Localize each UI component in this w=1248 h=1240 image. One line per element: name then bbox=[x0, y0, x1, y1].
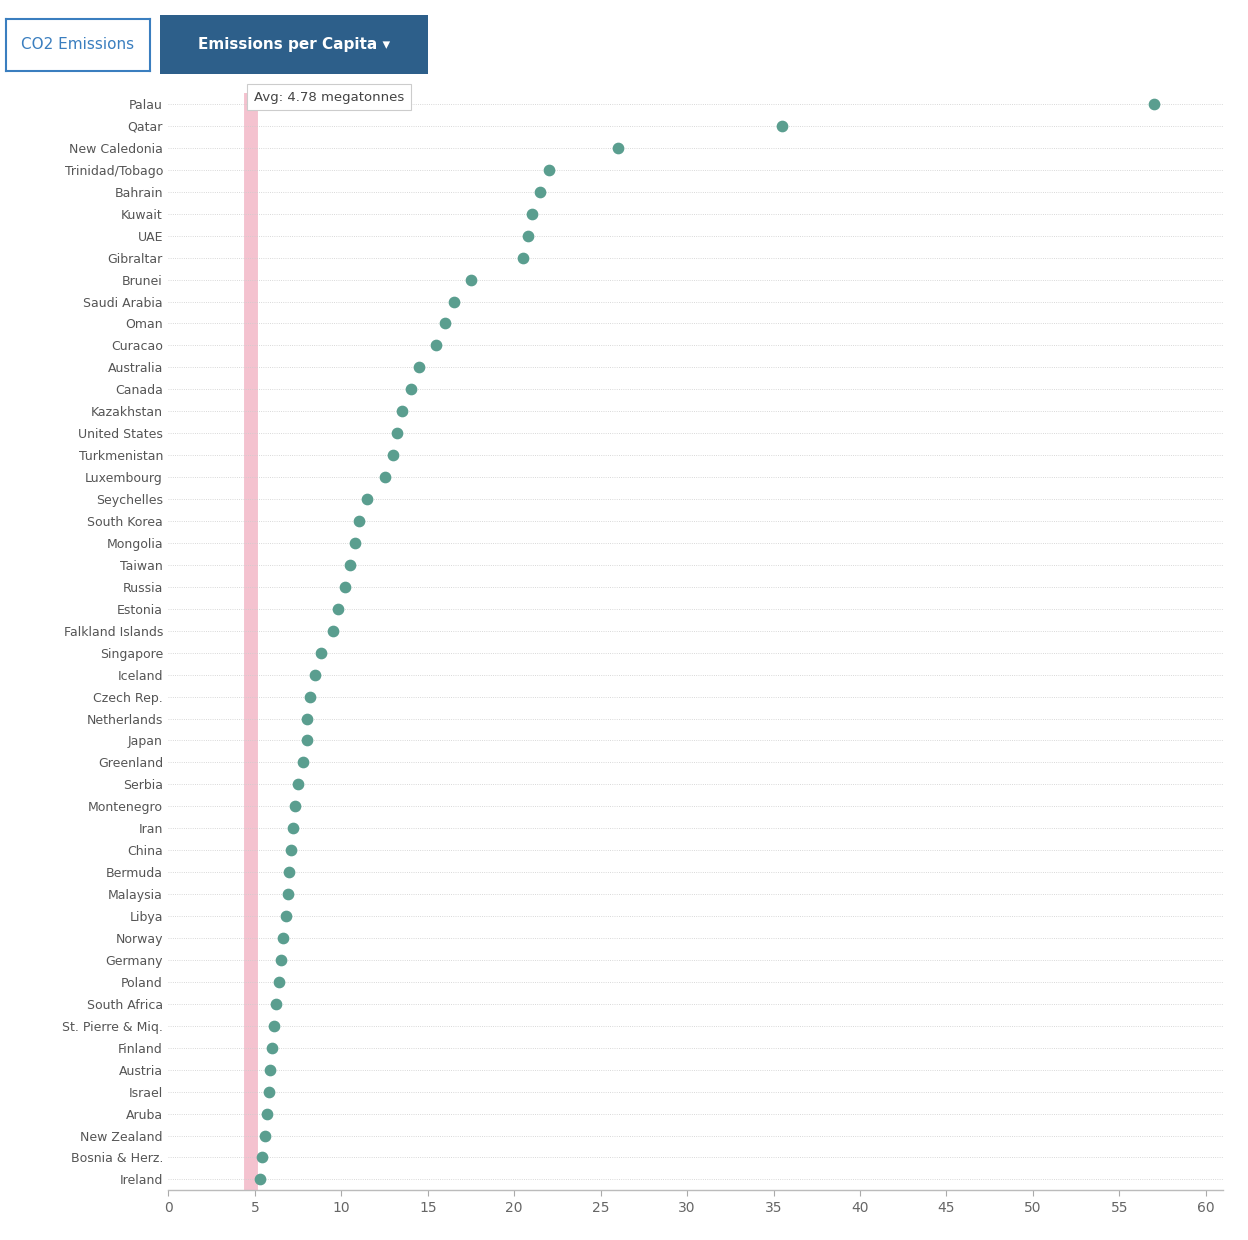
Point bbox=[261, 1060, 281, 1080]
Point bbox=[278, 884, 298, 904]
Point bbox=[266, 994, 286, 1014]
Point bbox=[444, 291, 464, 311]
Point bbox=[265, 1016, 285, 1035]
Point bbox=[257, 1104, 277, 1123]
Point bbox=[256, 1126, 276, 1146]
Point bbox=[252, 1147, 272, 1167]
Text: CO2 Emissions: CO2 Emissions bbox=[21, 37, 135, 52]
Text: Emissions per Capita ▾: Emissions per Capita ▾ bbox=[198, 37, 389, 52]
Point bbox=[348, 511, 368, 531]
Point bbox=[258, 1081, 278, 1101]
Point bbox=[436, 314, 456, 334]
Point bbox=[374, 467, 394, 487]
Point bbox=[513, 248, 533, 268]
Point bbox=[346, 533, 366, 553]
Point bbox=[357, 489, 377, 508]
Point bbox=[297, 730, 317, 750]
Point bbox=[328, 599, 348, 619]
Point bbox=[387, 423, 407, 443]
Point bbox=[301, 687, 321, 707]
Text: Avg: 4.78 megatonnes: Avg: 4.78 megatonnes bbox=[253, 91, 404, 104]
Point bbox=[311, 642, 331, 662]
Point bbox=[539, 160, 559, 180]
Point bbox=[334, 577, 354, 596]
Point bbox=[285, 796, 305, 816]
Point bbox=[280, 862, 300, 882]
Point bbox=[306, 665, 326, 684]
Point bbox=[461, 269, 480, 289]
Point bbox=[323, 621, 343, 641]
Point bbox=[272, 928, 292, 947]
Point bbox=[773, 117, 792, 136]
Point bbox=[530, 182, 550, 202]
Point bbox=[383, 445, 403, 465]
Point bbox=[297, 708, 317, 728]
Point bbox=[392, 402, 412, 422]
Point bbox=[250, 1169, 270, 1189]
Point bbox=[1144, 94, 1164, 114]
Point bbox=[522, 203, 542, 223]
Point bbox=[281, 841, 301, 861]
Point bbox=[409, 357, 429, 377]
Point bbox=[283, 818, 303, 838]
Point bbox=[427, 336, 447, 356]
Point bbox=[518, 226, 538, 246]
Point bbox=[276, 906, 296, 926]
Point bbox=[262, 1038, 282, 1058]
Point bbox=[401, 379, 421, 399]
Point bbox=[608, 138, 628, 157]
Point bbox=[271, 950, 291, 970]
Point bbox=[288, 775, 308, 795]
Point bbox=[339, 556, 359, 575]
Point bbox=[270, 972, 290, 992]
Point bbox=[293, 753, 313, 773]
